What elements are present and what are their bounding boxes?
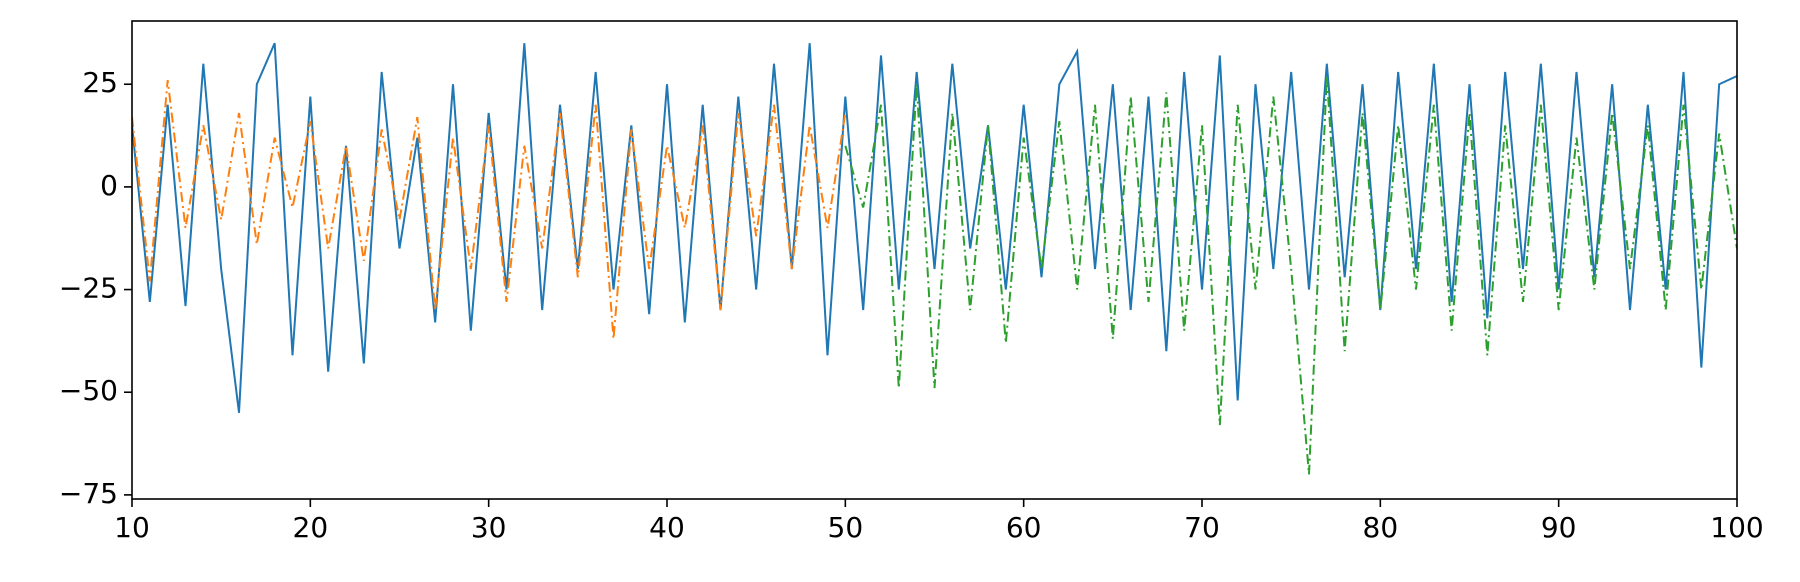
y-tick-label: −50	[59, 374, 118, 407]
x-tick-label: 40	[649, 511, 685, 544]
x-tick-label: 100	[1710, 511, 1763, 544]
series-line	[132, 42, 1737, 413]
series-line	[132, 80, 847, 339]
y-tick-label: −25	[59, 272, 118, 305]
y-tick-label: 25	[82, 66, 118, 99]
x-tick-label: 80	[1363, 511, 1399, 544]
x-tick-label: 50	[828, 511, 864, 544]
x-tick-label: 90	[1541, 511, 1577, 544]
x-tick-label: 10	[114, 511, 150, 544]
y-tick-label: −75	[59, 477, 118, 510]
x-tick-label: 60	[1006, 511, 1042, 544]
y-tick-label: 0	[100, 169, 118, 202]
plot-frame	[131, 20, 1738, 500]
x-tick-label: 70	[1184, 511, 1220, 544]
x-tick-label: 20	[293, 511, 329, 544]
series-line	[844, 75, 1737, 475]
x-tick-label: 30	[471, 511, 507, 544]
